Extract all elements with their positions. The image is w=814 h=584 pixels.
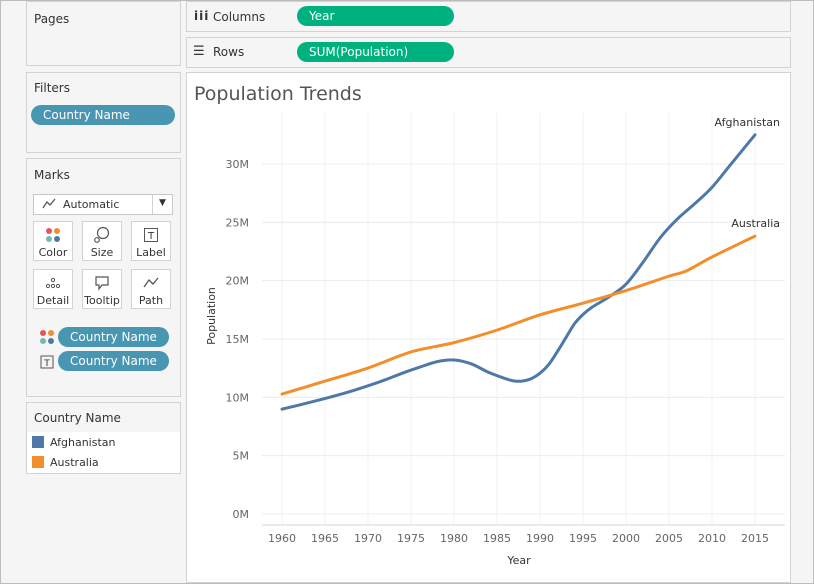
x-tick-label: 1970 <box>354 532 382 545</box>
rows-shelf[interactable]: ☰ Rows SUM(Population) <box>186 37 791 68</box>
legend-swatch <box>32 456 44 468</box>
rows-pill-population[interactable]: SUM(Population) <box>297 42 454 62</box>
tooltip-icon <box>83 274 121 292</box>
x-tick-label: 1995 <box>569 532 597 545</box>
series-line-australia[interactable] <box>280 234 757 396</box>
line-chart: 0M 5M 10M 15M 20M 25M 30M 1960 1965 1970 1975 1980… <box>205 113 785 567</box>
color-button[interactable]: Color <box>33 221 73 261</box>
size-button-label: Size <box>90 246 114 259</box>
label-encoding-icon: T <box>40 354 54 373</box>
x-tick-label: 2015 <box>741 532 769 545</box>
tooltip-button[interactable]: Tooltip <box>82 269 122 309</box>
marks-card: Marks Automatic ▼ Color Size <box>26 158 181 397</box>
tooltip-button-label: Tooltip <box>84 294 120 307</box>
x-tick-label: 1980 <box>440 532 468 545</box>
x-tick-label: 1965 <box>311 532 339 545</box>
x-tick-label: 2005 <box>655 532 683 545</box>
series-end-label-afghanistan: Afghanistan <box>715 116 781 129</box>
marks-title: Marks <box>34 168 70 182</box>
chart-title: Population Trends <box>194 83 362 105</box>
label-pill-country-name[interactable]: Country Name <box>58 351 169 371</box>
path-icon <box>132 274 170 292</box>
line-mark-icon <box>41 196 57 215</box>
mark-type-dropdown[interactable]: Automatic ▼ <box>33 194 173 215</box>
detail-dots-icon <box>34 274 72 292</box>
label-button[interactable]: T Label <box>131 221 171 261</box>
svg-text:T: T <box>43 359 50 369</box>
pages-shelf[interactable]: Pages <box>26 1 181 66</box>
y-tick-label: 10M <box>226 391 250 404</box>
detail-button-label: Detail <box>36 294 70 307</box>
filters-card: Filters Country Name <box>26 72 181 153</box>
columns-pill-year[interactable]: Year <box>297 6 454 26</box>
legend-label: Australia <box>50 456 99 469</box>
rows-icon: ☰ <box>193 44 205 59</box>
y-tick-label: 5M <box>233 450 250 463</box>
y-tick-label: 20M <box>226 275 250 288</box>
rows-label: Rows <box>213 45 245 59</box>
color-legend: Country Name Afghanistan Australia <box>26 402 181 474</box>
series-line-afghanistan[interactable] <box>280 133 757 411</box>
x-axis-label: Year <box>506 554 531 567</box>
legend-body: Afghanistan Australia <box>27 432 180 473</box>
chart-view: Population Trends 0M 5M 10M 15M 20M 25M 30M 19… <box>186 72 791 583</box>
color-button-label: Color <box>38 246 68 259</box>
filters-title: Filters <box>34 81 70 95</box>
svg-text:T: T <box>147 231 155 242</box>
y-tick-label: 30M <box>226 158 250 171</box>
text-label-icon: T <box>132 226 170 244</box>
color-encoding-icon <box>39 329 55 349</box>
legend-swatch <box>32 436 44 448</box>
filter-pill-country-name[interactable]: Country Name <box>31 105 175 125</box>
series-end-label-australia: Australia <box>731 217 780 230</box>
y-tick-label: 25M <box>226 216 250 229</box>
legend-title: Country Name <box>34 411 121 425</box>
columns-icon: iii <box>194 9 210 23</box>
columns-label: Columns <box>213 10 266 24</box>
dropdown-divider <box>152 195 153 214</box>
x-tick-label: 2000 <box>612 532 640 545</box>
columns-shelf[interactable]: iii Columns Year <box>186 1 791 32</box>
pages-title: Pages <box>34 12 70 26</box>
legend-label: Afghanistan <box>50 436 116 449</box>
mark-type-label: Automatic <box>63 198 120 211</box>
size-icon <box>83 226 121 244</box>
label-button-label: Label <box>136 246 166 259</box>
path-button-label: Path <box>138 294 164 307</box>
y-axis-label: Population <box>205 287 218 345</box>
size-button[interactable]: Size <box>82 221 122 261</box>
y-tick-label: 15M <box>226 333 250 346</box>
color-pill-country-name[interactable]: Country Name <box>58 327 169 347</box>
x-tick-label: 1990 <box>526 532 554 545</box>
x-tick-label: 1985 <box>483 532 511 545</box>
x-tick-label: 2010 <box>698 532 726 545</box>
x-tick-label: 1975 <box>397 532 425 545</box>
chevron-down-icon: ▼ <box>159 198 166 208</box>
y-tick-label: 0M <box>233 508 250 521</box>
path-button[interactable]: Path <box>131 269 171 309</box>
color-dots-icon <box>34 226 72 244</box>
detail-button[interactable]: Detail <box>33 269 73 309</box>
x-tick-label: 1960 <box>268 532 296 545</box>
